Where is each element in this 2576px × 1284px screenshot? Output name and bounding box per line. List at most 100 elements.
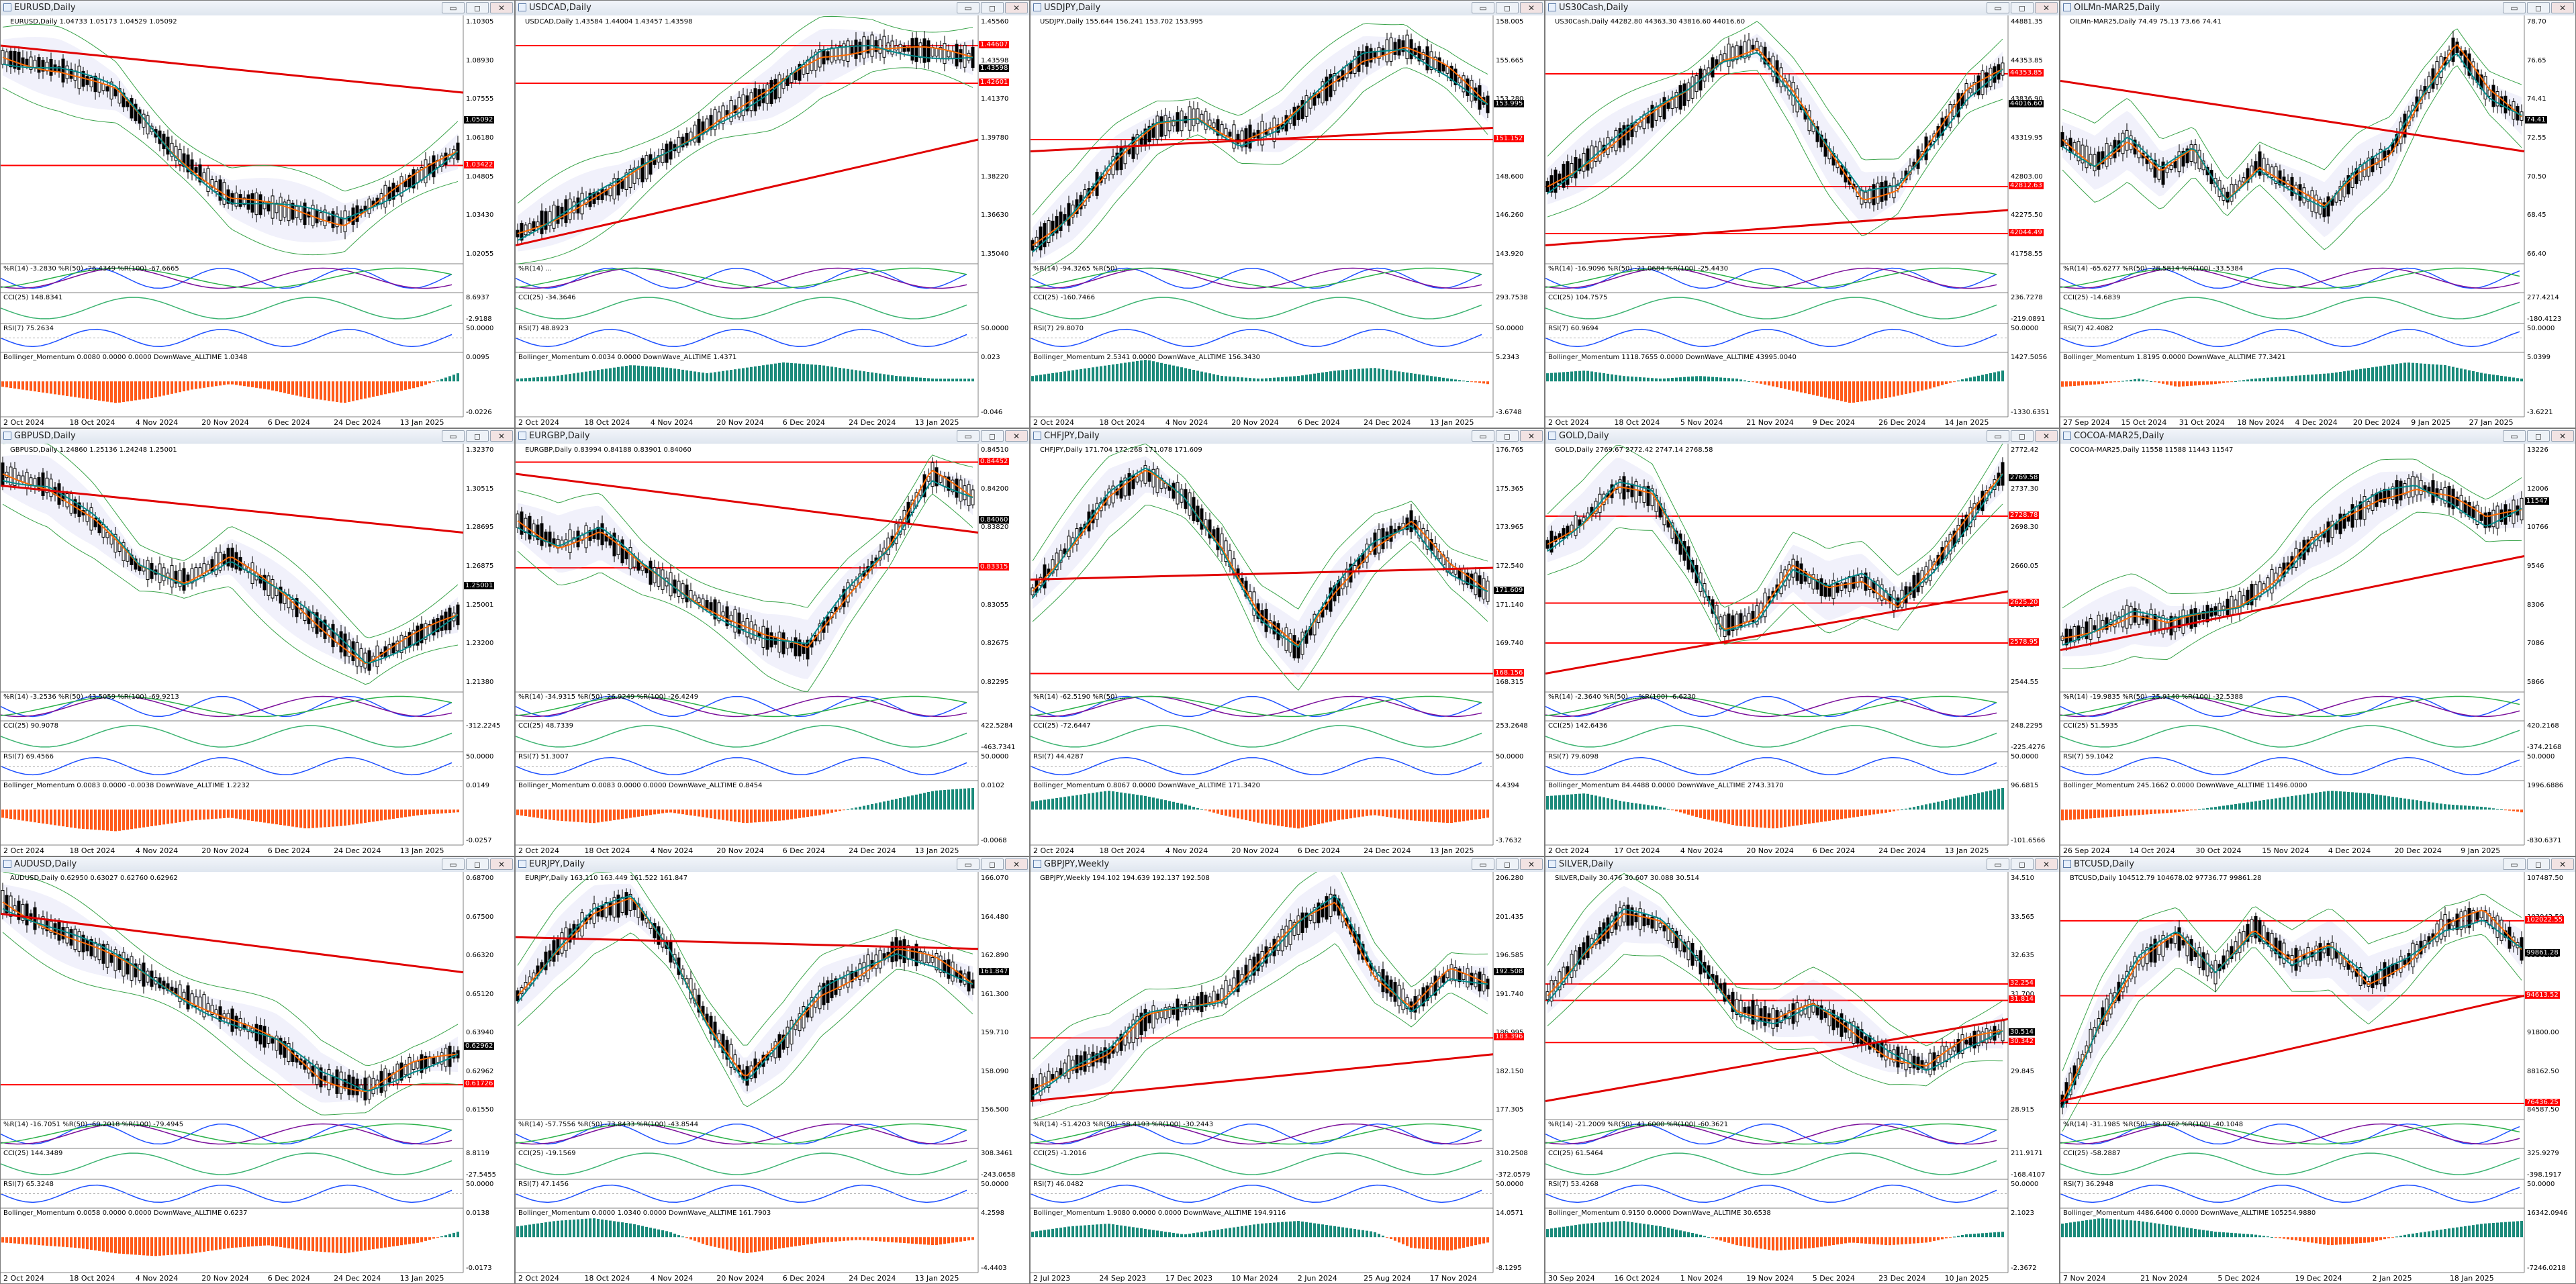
close-icon[interactable]: ✕	[490, 858, 513, 870]
price-chart[interactable]	[1, 15, 515, 428]
chart-background	[516, 872, 1029, 1283]
price-chart[interactable]	[1031, 444, 1545, 856]
maximize-icon[interactable]: ◻	[2527, 430, 2550, 442]
maximize-icon[interactable]: ◻	[981, 858, 1004, 870]
minimize-icon[interactable]: ▭	[2503, 430, 2526, 442]
date-axis-label: 20 Dec 2024	[2352, 418, 2401, 427]
minimize-icon[interactable]: ▭	[1472, 2, 1494, 13]
maximize-icon[interactable]: ◻	[2527, 858, 2550, 870]
price-chart[interactable]	[1031, 872, 1545, 1284]
indicator-axis-label: 50.0000	[2527, 753, 2555, 760]
minimize-icon[interactable]: ▭	[442, 430, 465, 442]
minimize-icon[interactable]: ▭	[1987, 858, 2009, 870]
price-chart[interactable]	[1545, 15, 2060, 428]
indicator-axis-label: 50.0000	[466, 325, 494, 332]
williams-r-lines	[1545, 1123, 1997, 1145]
chart-window[interactable]: GBPUSD,Daily ▭ ◻ ✕ 1.32370 1.30515 1.28695 1.26…	[0, 428, 515, 856]
chart-window[interactable]: SILVER,Daily▭◻✕34.51033.56532.63531.7003…	[1545, 856, 2060, 1284]
price-chart[interactable]	[516, 872, 1030, 1284]
minimize-icon[interactable]: ▭	[957, 430, 980, 442]
maximize-icon[interactable]: ◻	[2011, 430, 2034, 442]
chart-window[interactable]: GBPJPY,Weekly ▭ ◻ ✕ 206.280 201.435 196.585 191…	[1030, 856, 1545, 1284]
chart-title-bar[interactable]: CHFJPY,Daily ▭ ◻ ✕	[1031, 429, 1544, 444]
price-chart[interactable]	[1, 444, 515, 856]
chart-window[interactable]: EURJPY,Daily ▭ ◻ ✕ 166.070 164.480 162.890 161.…	[515, 856, 1030, 1284]
price-chart[interactable]	[516, 444, 1030, 856]
ichimoku-cloud	[3, 884, 458, 1103]
price-chart[interactable]	[1031, 15, 1545, 428]
chart-title-bar[interactable]: SILVER,Daily ▭ ◻ ✕	[1545, 857, 2059, 873]
close-icon[interactable]: ✕	[1520, 2, 1543, 13]
chart-title-bar[interactable]: GOLD,Daily ▭ ◻ ✕	[1545, 429, 2059, 444]
close-icon[interactable]: ✕	[2035, 2, 2058, 13]
bollinger-upper-band	[2, 872, 459, 1066]
maximize-icon[interactable]: ◻	[2011, 2, 2034, 13]
close-icon[interactable]: ✕	[490, 2, 513, 13]
chart-window[interactable]: COCOA-MAR25,Daily ▭ ◻ ✕ 13226 12006 10766 9546 8…	[2060, 428, 2576, 856]
maximize-icon[interactable]: ◻	[2011, 858, 2034, 870]
minimize-icon[interactable]: ▭	[442, 2, 465, 13]
minimize-icon[interactable]: ▭	[1472, 430, 1494, 442]
price-chart[interactable]	[1545, 872, 2060, 1284]
minimize-icon[interactable]: ▭	[957, 2, 980, 13]
close-icon[interactable]: ✕	[1520, 858, 1543, 870]
close-icon[interactable]: ✕	[1005, 858, 1028, 870]
chart-title-bar[interactable]: OILMn-MAR25,Daily ▭ ◻ ✕	[2060, 1, 2575, 16]
maximize-icon[interactable]: ◻	[1496, 430, 1519, 442]
chart-window[interactable]: CHFJPY,Daily ▭ ◻ ✕ 176.765 175.365 173.965 172.…	[1030, 428, 1545, 856]
indicator-axis-label: -4.4403	[981, 1265, 1007, 1272]
minimize-icon[interactable]: ▭	[2503, 2, 2526, 13]
close-icon[interactable]: ✕	[1005, 2, 1028, 13]
date-axis-label: 17 Oct 2024	[1614, 846, 1660, 855]
maximize-icon[interactable]: ◻	[466, 2, 489, 13]
minimize-icon[interactable]: ▭	[957, 858, 980, 870]
close-icon[interactable]: ✕	[490, 430, 513, 442]
price-chart[interactable]	[2060, 872, 2576, 1284]
chart-title-bar[interactable]: GBPJPY,Weekly ▭ ◻ ✕	[1031, 857, 1544, 873]
chart-title-bar[interactable]: COCOA-MAR25,Daily ▭ ◻ ✕	[2060, 429, 2575, 444]
chart-title-bar[interactable]: USDJPY,Daily ▭ ◻ ✕	[1031, 1, 1544, 16]
maximize-icon[interactable]: ◻	[981, 2, 1004, 13]
bollinger-momentum-histogram	[1031, 1221, 1489, 1251]
chart-window[interactable]: AUDUSD,Daily ▭ ◻ ✕ 0.68700 0.67500 0.66320 0.65…	[0, 856, 515, 1284]
close-icon[interactable]: ✕	[2551, 2, 2574, 13]
price-chart[interactable]	[516, 15, 1030, 428]
maximize-icon[interactable]: ◻	[2527, 2, 2550, 13]
close-icon[interactable]: ✕	[2035, 430, 2058, 442]
close-icon[interactable]: ✕	[1520, 430, 1543, 442]
chart-title-bar[interactable]: EURJPY,Daily ▭ ◻ ✕	[516, 857, 1029, 873]
chart-window[interactable]: EURUSD,Daily ▭ ◻ ✕ 1.10305 1.08930 1.07555 1.06…	[0, 0, 515, 428]
minimize-icon[interactable]: ▭	[1987, 2, 2009, 13]
maximize-icon[interactable]: ◻	[981, 430, 1004, 442]
maximize-icon[interactable]: ◻	[466, 430, 489, 442]
maximize-icon[interactable]: ◻	[1496, 2, 1519, 13]
minimize-icon[interactable]: ▭	[1987, 430, 2009, 442]
chart-title-bar[interactable]: USDCAD,Daily ▭ ◻ ✕	[516, 1, 1029, 16]
close-icon[interactable]: ✕	[1005, 430, 1028, 442]
chart-title-bar[interactable]: US30Cash,Daily ▭ ◻ ✕	[1545, 1, 2059, 16]
chart-title-bar[interactable]: BTCUSD,Daily ▭ ◻ ✕	[2060, 857, 2575, 873]
price-chart[interactable]	[1545, 444, 2060, 856]
maximize-icon[interactable]: ◻	[466, 858, 489, 870]
maximize-icon[interactable]: ◻	[1496, 858, 1519, 870]
price-chart[interactable]	[1, 872, 515, 1284]
price-chart[interactable]	[2060, 15, 2576, 428]
minimize-icon[interactable]: ▭	[442, 858, 465, 870]
price-chart[interactable]	[2060, 444, 2576, 856]
chart-window[interactable]: EURGBP,Daily ▭ ◻ ✕ 0.84510 0.84200 0.83820 0.83…	[515, 428, 1030, 856]
chart-window[interactable]: OILMn-MAR25,Daily ▭ ◻ ✕ 78.70 76.65 74.41 72.55…	[2060, 0, 2576, 428]
chart-window[interactable]: USDJPY,Daily ▭◻✕ 158.005 155.665 153.280 151.…	[1030, 0, 1545, 428]
chart-window[interactable]: USDCAD,Daily ▭ ◻ ✕ 1.45560 1.43598 1.41370 1.39…	[515, 0, 1030, 428]
chart-window[interactable]: BTCUSD,Daily▭◻✕107487.50103942.5099861.2…	[2060, 856, 2576, 1284]
chart-window[interactable]: US30Cash,Daily ▭◻✕ 44881.35 44353.85 43836.9…	[1545, 0, 2060, 428]
close-icon[interactable]: ✕	[2035, 858, 2058, 870]
chart-window[interactable]: GOLD,Daily ▭ ◻ ✕ 2772.42 2737.30 2698.30 2660.0…	[1545, 428, 2060, 856]
chart-title-bar[interactable]: GBPUSD,Daily ▭ ◻ ✕	[1, 429, 514, 444]
minimize-icon[interactable]: ▭	[1472, 858, 1494, 870]
minimize-icon[interactable]: ▭	[2503, 858, 2526, 870]
chart-title-bar[interactable]: EURGBP,Daily ▭ ◻ ✕	[516, 429, 1029, 444]
chart-title-bar[interactable]: EURUSD,Daily ▭ ◻ ✕	[1, 1, 514, 16]
close-icon[interactable]: ✕	[2551, 430, 2574, 442]
chart-title-bar[interactable]: AUDUSD,Daily ▭ ◻ ✕	[1, 857, 514, 873]
close-icon[interactable]: ✕	[2551, 858, 2574, 870]
